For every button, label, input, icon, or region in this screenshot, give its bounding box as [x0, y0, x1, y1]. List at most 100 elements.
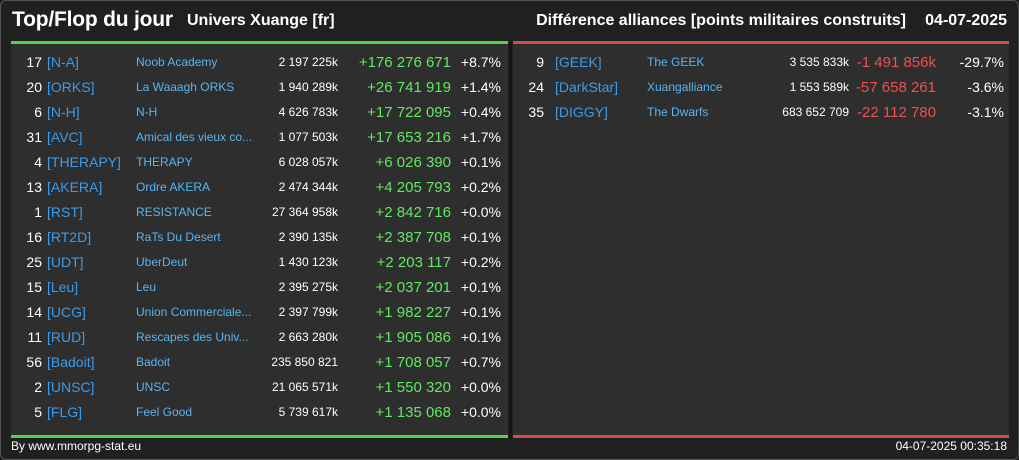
alliance-tag-link[interactable]: [Leu]: [47, 279, 79, 295]
alliance-points: 683 652 709: [782, 105, 849, 119]
alliance-points: 1 077 503k: [278, 130, 338, 144]
alliance-points: 27 364 958k: [271, 205, 338, 219]
table-row: 31 [AVC] Amical des vieux co... 1 077 503k +…: [11, 125, 508, 150]
page-title: Top/Flop du jour: [12, 8, 173, 31]
alliance-percent: +0.0%: [460, 379, 501, 395]
alliance-tag-link[interactable]: [THERAPY]: [47, 154, 121, 170]
alliance-percent: +1.4%: [460, 79, 501, 95]
alliance-name-link[interactable]: The GEEK: [647, 55, 705, 69]
alliance-tag-link[interactable]: [DarkStar]: [555, 79, 619, 95]
alliance-percent: +0.0%: [460, 204, 501, 220]
alliance-rank: 31: [26, 129, 42, 145]
credit-link[interactable]: By www.mmorpg-stat.eu: [11, 439, 142, 453]
alliance-difference: +6 026 390: [375, 154, 452, 171]
alliance-tag-link[interactable]: [FLG]: [47, 404, 83, 420]
alliance-tag-link[interactable]: [UCG]: [47, 304, 86, 320]
table-row: 11 [RUD] Rescapes des Univ... 2 663 280k +1 …: [11, 325, 508, 350]
alliance-name-link[interactable]: Xuangalliance: [647, 80, 723, 94]
table-row: 16 [RT2D] RaTs Du Desert 2 390 135k +2 387 7…: [11, 225, 508, 250]
alliance-rank: 6: [34, 104, 42, 120]
alliance-rank: 2: [34, 379, 42, 395]
table-row: 1 [RST] RESISTANCE 27 364 958k +2 842 716 +0.…: [11, 200, 508, 225]
alliance-rank: 20: [26, 79, 42, 95]
alliance-name-link[interactable]: The Dwarfs: [647, 105, 709, 119]
alliance-percent: -29.7%: [959, 54, 1004, 70]
alliance-difference: +17 722 095: [367, 104, 451, 121]
alliance-rank: 4: [34, 154, 42, 170]
alliance-rank: 1: [34, 204, 42, 220]
alliance-tag-link[interactable]: [AKERA]: [47, 179, 103, 195]
alliance-tag-link[interactable]: [AVC]: [47, 129, 83, 145]
alliance-percent: +0.2%: [460, 254, 501, 270]
alliance-difference: -1 491 856k: [856, 54, 936, 71]
alliance-rank: 35: [528, 104, 544, 120]
alliance-rank: 9: [536, 54, 544, 70]
alliance-tag-link[interactable]: [RT2D]: [47, 229, 92, 245]
alliance-percent: +0.1%: [460, 304, 501, 320]
alliance-points: 2 390 135k: [278, 230, 338, 244]
alliance-rank: 13: [26, 179, 42, 195]
alliance-tag-link[interactable]: [Badoit]: [47, 354, 95, 370]
alliance-percent: -3.1%: [967, 104, 1004, 120]
table-row: 25 [UDT] UberDeut 1 430 123k +2 203 117 +0.2%: [11, 250, 508, 275]
universe-label: Univers Xuange [fr]: [187, 12, 335, 29]
alliance-difference: +2 203 117: [376, 254, 451, 271]
alliance-percent: -3.6%: [967, 79, 1004, 95]
footer-timestamp: 04-07-2025 00:35:18: [895, 439, 1007, 453]
alliance-tag-link[interactable]: [ORKS]: [47, 79, 95, 95]
table-row: 9 [GEEK] The GEEK 3 535 833k -1 491 856k -29.…: [513, 50, 1009, 75]
alliance-difference: -22 112 780: [857, 104, 936, 121]
alliance-tag-link[interactable]: [GEEK]: [555, 54, 602, 70]
table-row: 24 [DarkStar] Xuangalliance 1 553 589k -57 6…: [513, 75, 1009, 100]
alliance-tag-link[interactable]: [UNSC]: [47, 379, 95, 395]
alliance-rank: 17: [26, 54, 42, 70]
table-row: 13 [AKERA] Ordre AKERA 2 474 344k +4 205 793…: [11, 175, 508, 200]
table-row: 6 [N-H] N-H 4 626 783k +17 722 095 +0.4%: [11, 100, 508, 125]
alliance-tag-link[interactable]: [RUD]: [47, 329, 86, 345]
alliance-percent: +1.7%: [460, 129, 501, 145]
alliance-percent: +0.1%: [460, 279, 501, 295]
alliance-percent: +0.7%: [460, 354, 501, 370]
alliance-difference: +176 276 671: [358, 54, 451, 71]
table-row: 56 [Badoit] Badoit 235 850 821 +1 708 057 +0.…: [11, 350, 508, 375]
flop-alliances-panel: 9 [GEEK] The GEEK 3 535 833k -1 491 856k -29.…: [513, 41, 1009, 438]
table-row: 15 [Leu] Leu 2 395 275k +2 037 201 +0.1%: [11, 275, 508, 300]
alliance-points: 2 397 799k: [278, 305, 338, 319]
alliance-percent: +0.1%: [460, 154, 501, 170]
alliance-points: 2 395 275k: [278, 280, 338, 294]
alliance-tag-link[interactable]: [N-A]: [47, 54, 79, 70]
alliance-difference: +2 037 201: [375, 279, 452, 296]
description-label: Différence alliances [points militaires …: [536, 12, 906, 29]
alliance-points: 5 739 617k: [278, 405, 338, 419]
alliance-points: 1 553 589k: [789, 80, 849, 94]
alliance-percent: +0.0%: [460, 404, 501, 420]
table-row: 20 [ORKS] La Waaagh ORKS 1 940 289k +26 741 …: [11, 75, 508, 100]
alliance-tag-link[interactable]: [N-H]: [47, 104, 80, 120]
alliance-rank: 15: [26, 279, 42, 295]
alliance-percent: +0.2%: [460, 179, 501, 195]
alliance-difference: +17 653 216: [367, 129, 451, 146]
table-row: 35 [DIGGY] The Dwarfs 683 652 709 -22 112 78…: [513, 100, 1009, 125]
alliance-points: 4 626 783k: [278, 105, 338, 119]
panel-divider: [509, 41, 512, 438]
alliance-tag-link[interactable]: [RST]: [47, 204, 83, 220]
alliance-percent: +0.1%: [460, 329, 501, 345]
table-row: 5 [FLG] Feel Good 5 739 617k +1 135 068 +0.0%: [11, 400, 508, 425]
alliance-points: 2 663 280k: [278, 330, 338, 344]
header-date: 04-07-2025: [925, 12, 1007, 29]
alliance-rank: 25: [26, 254, 42, 270]
alliance-difference: +2 387 708: [375, 229, 452, 246]
alliance-tag-link[interactable]: [UDT]: [47, 254, 84, 270]
alliance-rank: 24: [528, 79, 544, 95]
alliance-difference: +1 905 086: [375, 329, 452, 346]
alliance-points: 6 028 057k: [278, 155, 338, 169]
table-row: 14 [UCG] Union Commerciale... 2 397 799k +1 …: [11, 300, 508, 325]
alliance-tag-link[interactable]: [DIGGY]: [555, 104, 608, 120]
alliance-points: 21 065 571k: [271, 380, 338, 394]
alliance-rank: 16: [26, 229, 42, 245]
top-alliances-panel: 17 [N-A] Noob Academy 2 197 225k +176 276 67…: [11, 41, 508, 438]
alliance-rank: 5: [34, 404, 42, 420]
alliance-points: 1 430 123k: [278, 255, 338, 269]
alliance-percent: +0.4%: [460, 104, 501, 120]
